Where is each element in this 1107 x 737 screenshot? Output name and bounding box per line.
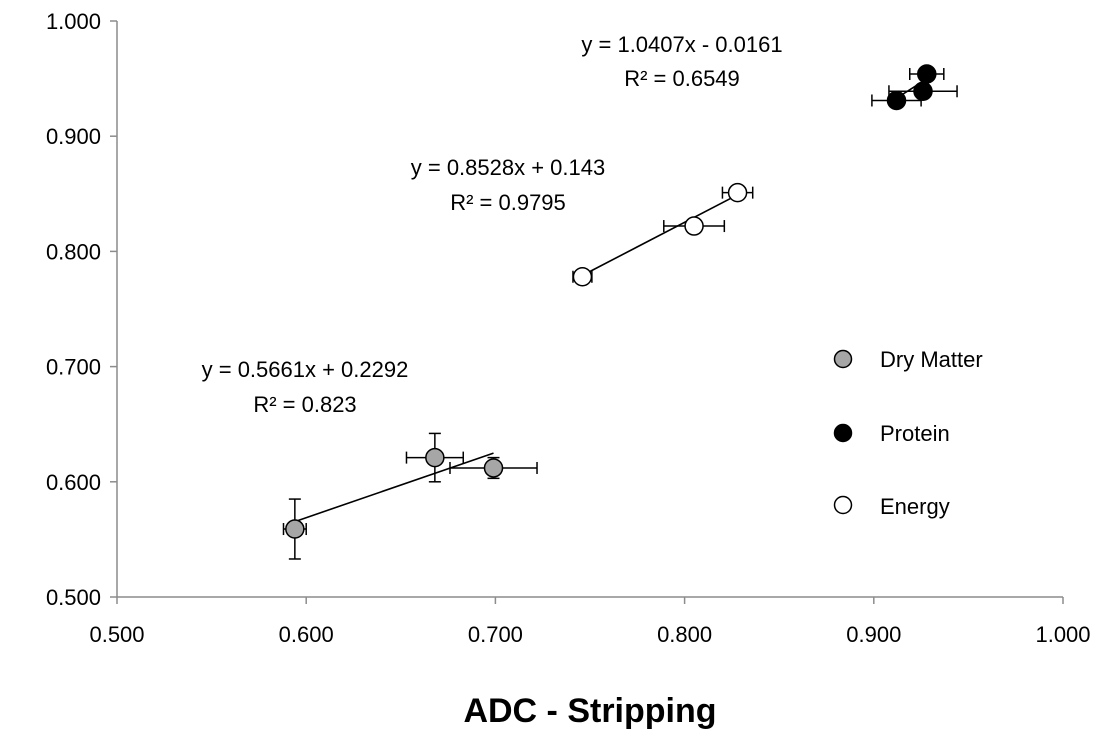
legend-label-dry-matter: Dry Matter	[880, 347, 983, 372]
x-tick-label: 0.900	[846, 622, 901, 647]
y-tick-label: 0.800	[46, 239, 101, 264]
energy-equation-label: y = 0.8528x + 0.143	[411, 155, 606, 180]
dry-matter-point	[425, 447, 445, 468]
x-tick-label: 0.500	[89, 622, 144, 647]
point-group	[285, 64, 937, 539]
energy-trendline	[582, 194, 738, 277]
axes: 0.500 0.600 0.700 0.800 0.900 1.000 0.500 0.60…	[46, 9, 1091, 647]
y-tick-group: 0.500 0.600 0.700 0.800 0.900 1.000	[46, 9, 117, 610]
y-tick-label: 1.000	[46, 9, 101, 34]
x-tick-label: 0.700	[468, 622, 523, 647]
legend: Dry Matter Protein Energy	[833, 347, 983, 519]
y-tick-label: 0.500	[46, 585, 101, 610]
legend-label-energy: Energy	[880, 494, 950, 519]
protein-equation-label: y = 1.0407x - 0.0161	[581, 32, 782, 57]
dry-matter-point	[285, 519, 305, 539]
protein-point	[913, 81, 933, 102]
x-tick-label: 0.600	[279, 622, 334, 647]
dry-matter-r2-label: R² = 0.823	[253, 392, 356, 417]
protein-point	[886, 90, 907, 111]
y-tick-label: 0.700	[46, 355, 101, 380]
trendline-group	[294, 78, 928, 523]
errorbar-group	[282, 67, 958, 560]
legend-marker-energy	[833, 495, 853, 515]
energy-point	[572, 266, 593, 287]
x-axis-title: ADC - Stripping	[463, 692, 716, 730]
protein-r2-label: R² = 0.6549	[624, 66, 740, 91]
legend-marker-protein	[833, 423, 853, 443]
energy-point	[684, 216, 704, 236]
y-tick-label: 0.900	[46, 124, 101, 149]
dry-matter-trendline	[294, 452, 494, 523]
x-tick-label: 1.000	[1035, 622, 1090, 647]
legend-label-protein: Protein	[880, 421, 950, 446]
y-tick-label: 0.600	[46, 470, 101, 495]
dry-matter-equation-label: y = 0.5661x + 0.2292	[202, 357, 409, 382]
legend-marker-dry-matter	[833, 349, 853, 369]
energy-r2-label: R² = 0.9795	[450, 190, 566, 215]
energy-point	[727, 182, 748, 203]
protein-point	[917, 64, 937, 84]
dry-matter-point	[483, 458, 504, 478]
x-tick-label: 0.800	[657, 622, 712, 647]
x-tick-group: 0.500 0.600 0.700 0.800 0.900 1.000	[89, 597, 1091, 647]
